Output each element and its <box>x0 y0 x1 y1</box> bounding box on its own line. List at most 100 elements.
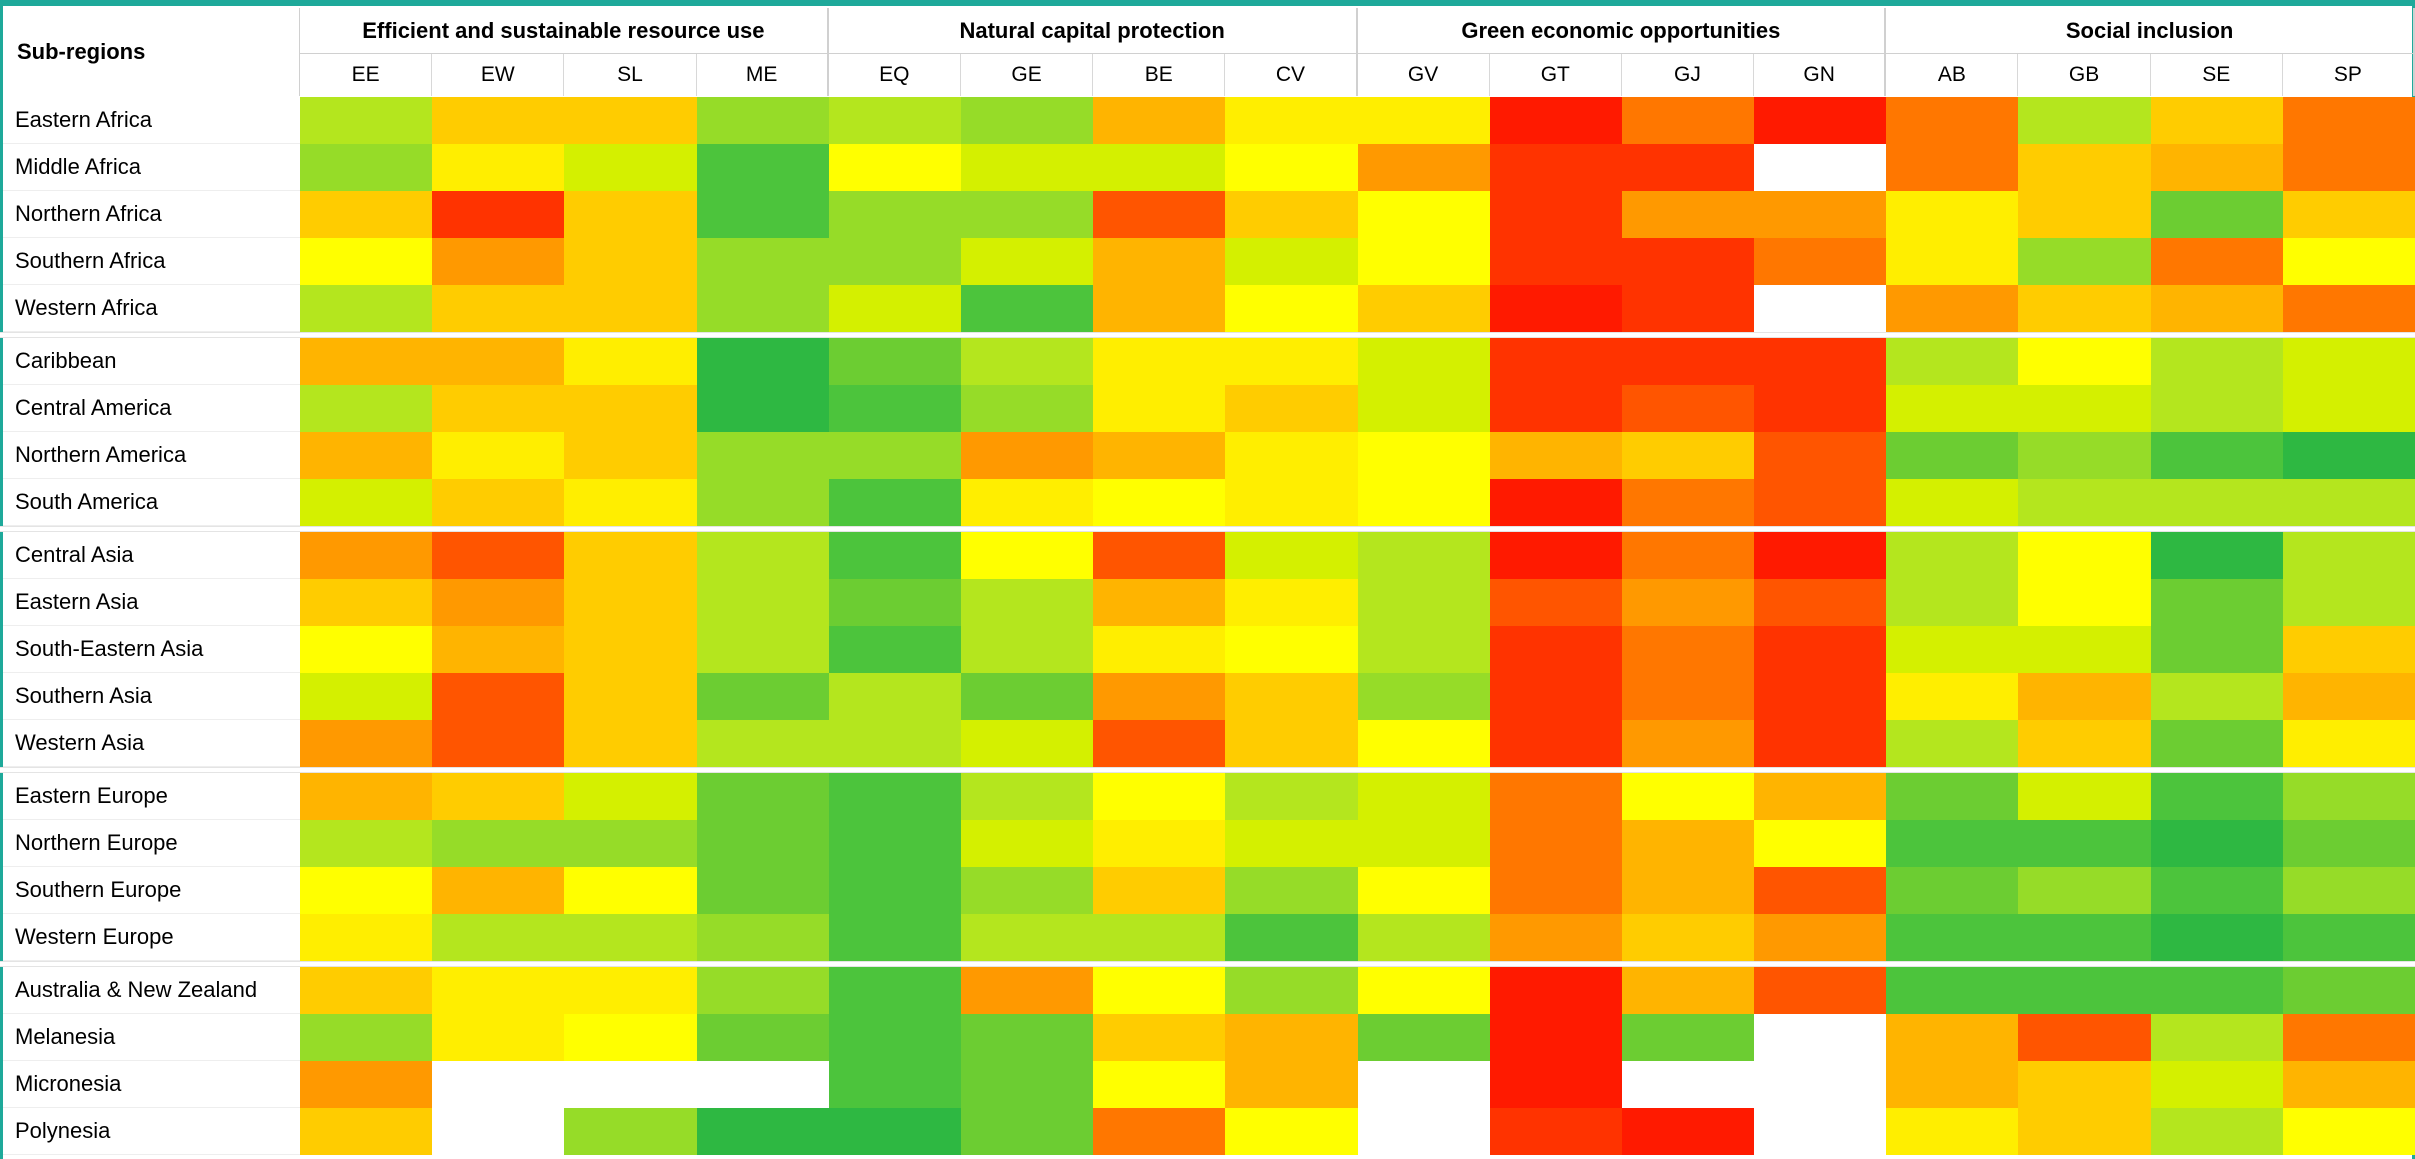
heat-cell <box>432 673 565 720</box>
heat-cell <box>1489 338 1623 385</box>
heat-cell <box>1489 285 1623 332</box>
heat-cell <box>960 820 1094 867</box>
heat-cell <box>960 238 1094 285</box>
heat-cell <box>432 867 565 914</box>
heat-cell <box>2282 191 2415 238</box>
heat-cell <box>1489 914 1623 961</box>
heat-cell <box>696 967 830 1014</box>
heat-cell <box>2018 532 2152 579</box>
heat-cell <box>696 238 830 285</box>
row-label: Eastern Africa <box>3 97 300 144</box>
column-header: EQ <box>829 54 961 96</box>
column-header: SE <box>2151 54 2283 96</box>
row-label: Northern America <box>3 432 300 479</box>
heat-cell <box>564 579 698 626</box>
heat-cell <box>1621 967 1755 1014</box>
heat-cell <box>2018 238 2152 285</box>
heat-cell <box>1489 532 1623 579</box>
heat-cell <box>1357 1014 1491 1061</box>
heat-cell <box>2018 967 2152 1014</box>
heat-cell <box>432 191 565 238</box>
heat-cell <box>432 532 565 579</box>
heat-cell <box>828 479 962 526</box>
heat-cell <box>1489 967 1623 1014</box>
row-label: South-Eastern Asia <box>3 626 300 673</box>
heat-cell <box>1225 532 1358 579</box>
heat-cell <box>1621 1108 1755 1155</box>
heat-cell <box>432 338 565 385</box>
column-header: GN <box>1754 54 1887 96</box>
heat-cell <box>696 720 830 767</box>
heat-cell <box>2150 626 2284 673</box>
heat-cell <box>828 820 962 867</box>
heat-cell <box>2018 1108 2152 1155</box>
heat-cell <box>2282 285 2415 332</box>
heat-cell <box>1357 532 1491 579</box>
heat-cell <box>828 385 962 432</box>
heat-cell <box>1489 1014 1623 1061</box>
row-label: Western Europe <box>3 914 300 961</box>
heat-cell <box>1093 579 1226 626</box>
heat-cell <box>564 867 698 914</box>
heat-cell <box>1093 432 1226 479</box>
heat-cell <box>1754 97 1887 144</box>
heat-cell <box>1357 914 1491 961</box>
heat-cell <box>1357 285 1491 332</box>
heat-cell <box>2150 532 2284 579</box>
heat-cell <box>1225 432 1358 479</box>
heat-cell <box>564 1061 698 1108</box>
heat-cell <box>1886 773 2019 820</box>
heat-cell <box>1886 432 2019 479</box>
heat-cell <box>1886 144 2019 191</box>
heat-cell <box>1886 626 2019 673</box>
heat-cell <box>1621 385 1755 432</box>
heat-cell <box>1621 773 1755 820</box>
heat-cell <box>2150 338 2284 385</box>
heat-cell <box>564 820 698 867</box>
heat-cell <box>960 432 1094 479</box>
heat-cell <box>1621 285 1755 332</box>
heat-cell <box>564 338 698 385</box>
row-label: Central America <box>3 385 300 432</box>
column-header: GE <box>961 54 1094 96</box>
heat-cell <box>300 1108 433 1155</box>
heat-cell <box>960 532 1094 579</box>
heat-cell <box>2282 673 2415 720</box>
column-header: SP <box>2283 54 2415 96</box>
heat-cell <box>960 673 1094 720</box>
heat-cell <box>1225 820 1358 867</box>
heat-cell <box>2150 479 2284 526</box>
heat-cell <box>1754 1061 1887 1108</box>
heat-cell <box>1621 432 1755 479</box>
heat-cell <box>1225 1014 1358 1061</box>
group-separator <box>0 767 2415 773</box>
heat-cell <box>1357 967 1491 1014</box>
heat-cell <box>696 479 830 526</box>
heat-cell <box>564 532 698 579</box>
heat-cell <box>1093 479 1226 526</box>
heat-cell <box>1621 1014 1755 1061</box>
heat-cell <box>960 191 1094 238</box>
heat-cell <box>2150 773 2284 820</box>
heat-cell <box>1225 579 1358 626</box>
heat-cell <box>1621 1061 1755 1108</box>
heat-cell <box>300 673 433 720</box>
heat-cell <box>1093 532 1226 579</box>
heat-cell <box>1754 914 1887 961</box>
row-label: Northern Europe <box>3 820 300 867</box>
heat-cell <box>1357 1108 1491 1155</box>
heat-cell <box>1754 191 1887 238</box>
heat-cell <box>300 1014 433 1061</box>
heat-cell <box>1754 338 1887 385</box>
heat-cell <box>696 144 830 191</box>
heat-cell <box>828 338 962 385</box>
heat-cell <box>1489 867 1623 914</box>
heat-cell <box>564 720 698 767</box>
heat-cell <box>696 97 830 144</box>
heat-cell <box>960 1014 1094 1061</box>
row-label: South America <box>3 479 300 526</box>
heat-cell <box>2282 914 2415 961</box>
heat-cell <box>2150 1108 2284 1155</box>
heat-cell <box>432 820 565 867</box>
heat-cell <box>1489 144 1623 191</box>
